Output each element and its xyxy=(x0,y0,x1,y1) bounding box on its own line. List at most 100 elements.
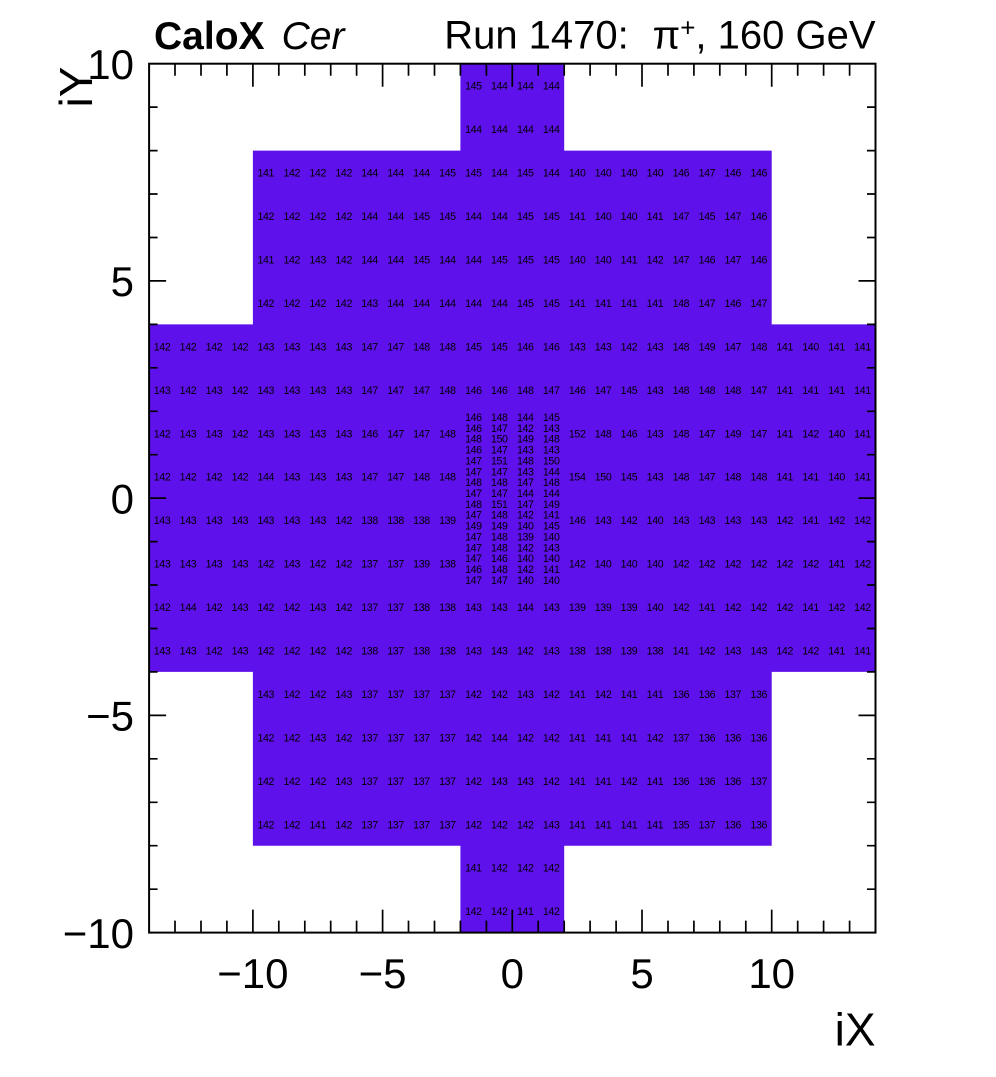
svg-text:141: 141 xyxy=(569,689,586,701)
svg-text:145: 145 xyxy=(439,168,456,180)
svg-text:143: 143 xyxy=(673,515,690,527)
svg-text:141: 141 xyxy=(569,298,586,310)
svg-text:144: 144 xyxy=(387,255,404,267)
svg-text:136: 136 xyxy=(750,732,767,744)
svg-text:145: 145 xyxy=(465,168,482,180)
svg-text:146: 146 xyxy=(699,255,716,267)
svg-text:143: 143 xyxy=(335,385,352,397)
svg-text:142: 142 xyxy=(335,255,352,267)
svg-text:142: 142 xyxy=(309,689,326,701)
svg-text:141: 141 xyxy=(828,341,845,353)
svg-text:147: 147 xyxy=(699,472,716,484)
svg-text:147: 147 xyxy=(491,488,508,500)
svg-text:147: 147 xyxy=(387,341,404,353)
svg-text:137: 137 xyxy=(387,602,404,614)
svg-text:137: 137 xyxy=(413,732,430,744)
svg-text:145: 145 xyxy=(517,255,534,267)
svg-text:143: 143 xyxy=(309,732,326,744)
svg-text:137: 137 xyxy=(673,732,690,744)
svg-text:146: 146 xyxy=(750,211,767,223)
svg-text:144: 144 xyxy=(413,168,430,180)
svg-text:142: 142 xyxy=(309,211,326,223)
svg-text:145: 145 xyxy=(543,521,560,533)
svg-text:143: 143 xyxy=(595,341,612,353)
svg-text:141: 141 xyxy=(621,689,638,701)
svg-text:141: 141 xyxy=(699,602,716,614)
svg-text:146: 146 xyxy=(491,553,508,565)
svg-text:143: 143 xyxy=(750,646,767,658)
svg-text:147: 147 xyxy=(750,385,767,397)
svg-text:141: 141 xyxy=(621,255,638,267)
svg-text:140: 140 xyxy=(647,515,664,527)
svg-text:142: 142 xyxy=(543,732,560,744)
svg-text:138: 138 xyxy=(439,559,456,571)
svg-text:137: 137 xyxy=(387,646,404,658)
svg-text:143: 143 xyxy=(335,341,352,353)
svg-text:142: 142 xyxy=(206,341,223,353)
svg-text:143: 143 xyxy=(517,445,534,457)
svg-text:143: 143 xyxy=(361,298,378,310)
svg-text:142: 142 xyxy=(309,298,326,310)
svg-text:148: 148 xyxy=(491,542,508,554)
svg-text:148: 148 xyxy=(413,472,430,484)
svg-text:140: 140 xyxy=(621,168,638,180)
svg-text:143: 143 xyxy=(232,646,249,658)
svg-text:141: 141 xyxy=(595,776,612,788)
svg-text:147: 147 xyxy=(750,428,767,440)
svg-text:149: 149 xyxy=(491,521,508,533)
svg-text:142: 142 xyxy=(517,542,534,554)
svg-text:140: 140 xyxy=(543,575,560,587)
svg-text:140: 140 xyxy=(595,168,612,180)
svg-text:136: 136 xyxy=(724,776,741,788)
svg-text:141: 141 xyxy=(776,428,793,440)
svg-text:147: 147 xyxy=(724,255,741,267)
svg-text:144: 144 xyxy=(180,602,197,614)
svg-text:142: 142 xyxy=(465,906,482,918)
svg-text:143: 143 xyxy=(283,385,300,397)
svg-text:143: 143 xyxy=(543,445,560,457)
svg-text:143: 143 xyxy=(206,559,223,571)
svg-text:143: 143 xyxy=(517,689,534,701)
svg-text:137: 137 xyxy=(439,732,456,744)
svg-text:140: 140 xyxy=(543,532,560,544)
svg-text:146: 146 xyxy=(465,564,482,576)
svg-text:141: 141 xyxy=(647,298,664,310)
svg-text:137: 137 xyxy=(387,689,404,701)
svg-text:142: 142 xyxy=(180,472,197,484)
svg-text:142: 142 xyxy=(335,211,352,223)
svg-text:148: 148 xyxy=(465,434,482,446)
svg-text:142: 142 xyxy=(335,559,352,571)
svg-text:142: 142 xyxy=(206,602,223,614)
svg-text:142: 142 xyxy=(283,776,300,788)
svg-text:148: 148 xyxy=(673,385,690,397)
svg-text:143: 143 xyxy=(283,428,300,440)
svg-text:141: 141 xyxy=(465,863,482,875)
svg-text:146: 146 xyxy=(465,423,482,435)
svg-text:141: 141 xyxy=(854,646,871,658)
svg-text:150: 150 xyxy=(595,472,612,484)
svg-text:146: 146 xyxy=(569,385,586,397)
svg-text:143: 143 xyxy=(309,255,326,267)
svg-text:142: 142 xyxy=(776,515,793,527)
svg-text:136: 136 xyxy=(724,819,741,831)
svg-text:iY: iY xyxy=(50,67,102,108)
svg-text:138: 138 xyxy=(439,646,456,658)
svg-text:136: 136 xyxy=(673,776,690,788)
svg-text:141: 141 xyxy=(854,428,871,440)
svg-text:143: 143 xyxy=(543,819,560,831)
svg-text:151: 151 xyxy=(491,455,508,467)
svg-text:Run 1470:: Run 1470: xyxy=(444,13,629,57)
svg-text:143: 143 xyxy=(335,689,352,701)
svg-text:141: 141 xyxy=(673,646,690,658)
svg-text:142: 142 xyxy=(154,428,171,440)
svg-text:143: 143 xyxy=(232,515,249,527)
svg-text:145: 145 xyxy=(465,81,482,93)
svg-text:143: 143 xyxy=(283,515,300,527)
svg-text:144: 144 xyxy=(491,124,508,136)
svg-text:148: 148 xyxy=(491,532,508,544)
svg-text:141: 141 xyxy=(802,472,819,484)
svg-text:143: 143 xyxy=(750,515,767,527)
svg-text:145: 145 xyxy=(439,211,456,223)
svg-text:139: 139 xyxy=(621,602,638,614)
svg-text:148: 148 xyxy=(699,385,716,397)
